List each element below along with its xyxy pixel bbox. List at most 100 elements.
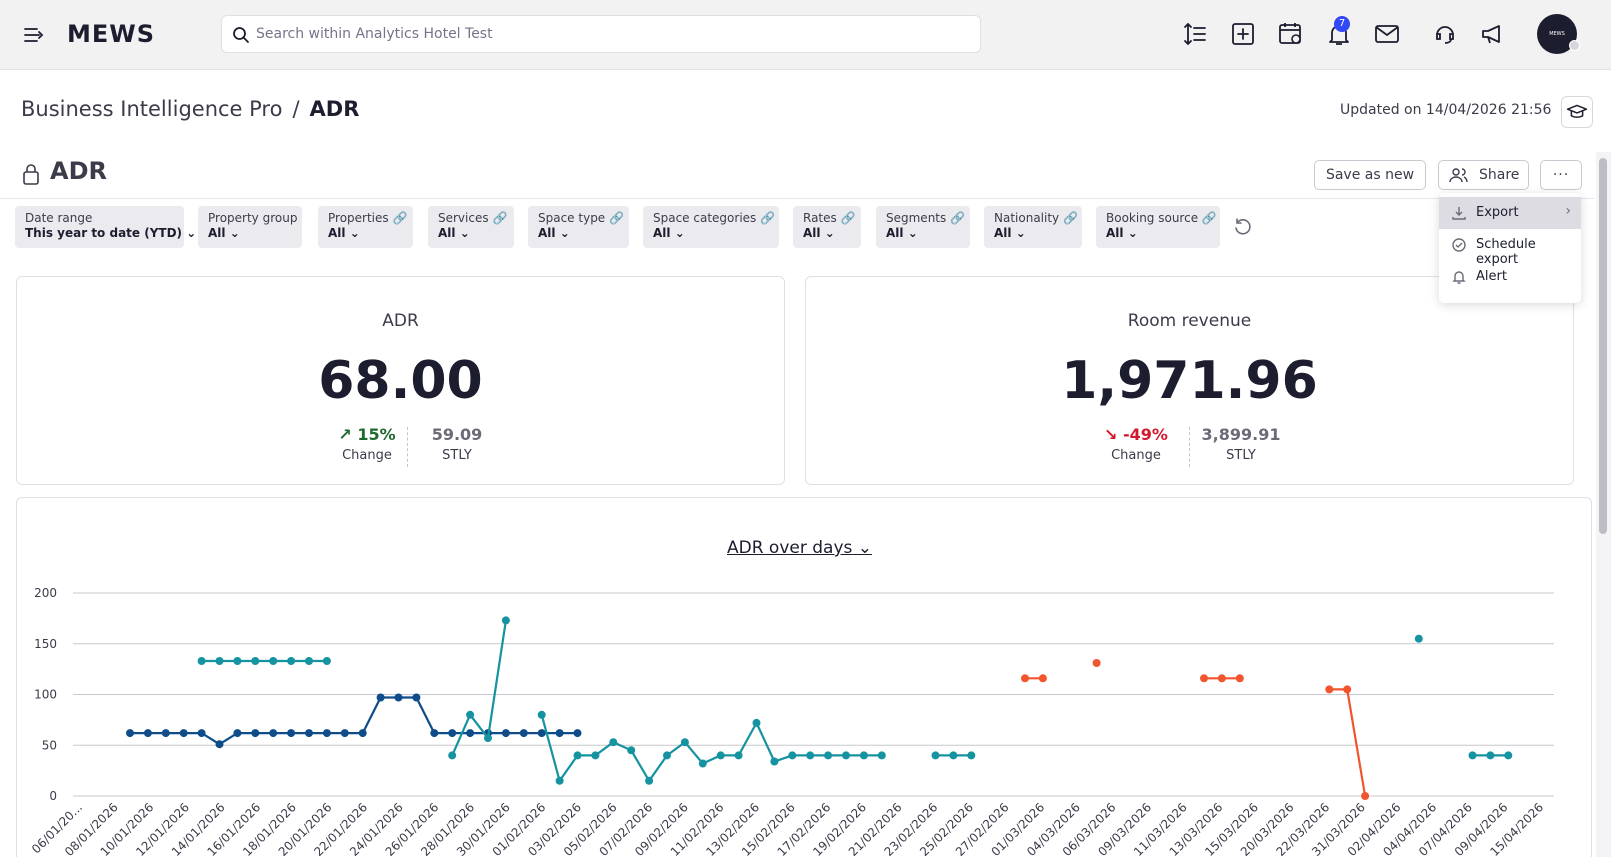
chevron-down-icon: ⌄ [559,226,570,240]
data-point [537,710,546,719]
y-tick-label: 0 [49,789,57,803]
data-point [305,729,313,738]
series-line [130,696,578,746]
kpi-divider [1189,427,1190,467]
data-point [573,729,582,738]
reset-filters-icon[interactable] [1233,217,1253,237]
data-point [143,729,152,738]
data-point [358,729,367,738]
filter-value: All [438,226,456,240]
data-point [1486,751,1495,760]
add-icon[interactable] [1229,20,1257,48]
support-icon[interactable] [1431,20,1459,48]
data-point [448,751,457,760]
data-point [537,729,546,738]
filter-label: Rates [803,211,837,225]
link-icon: 🔗 [1062,211,1078,225]
y-tick-label: 200 [34,586,57,600]
menu-icon[interactable] [22,24,44,46]
breadcrumb-separator: / [292,97,300,121]
data-point [663,751,671,760]
data-point [305,657,313,665]
updated-timestamp: Updated on 14/04/2026 21:56 [1340,102,1552,118]
data-point [931,751,940,760]
filter-space-type[interactable]: Space type 🔗 All ⌄ [528,206,629,248]
data-point [1343,685,1352,694]
line-spacing-icon[interactable] [1181,20,1209,48]
data-point [376,693,385,702]
series-line [1329,688,1367,797]
data-point [1038,674,1047,683]
top-bar: MEWS 7 MEWS [0,0,1611,70]
link-icon: 🔗 [392,211,408,225]
filter-label: Date range [25,211,93,225]
mail-icon[interactable] [1373,20,1401,48]
series-line [540,714,882,784]
kpi-card-room-revenue: Room revenue 1,971.96 ↘ -49% Change 3,89… [805,276,1574,485]
menu-item-export[interactable]: Export › [1439,197,1581,229]
menu-item-schedule-export[interactable]: Schedule export [1439,229,1581,267]
data-point [448,729,457,738]
more-options-button[interactable]: ··· [1540,160,1582,190]
data-point [770,757,779,766]
data-point [430,729,439,738]
search-icon [233,27,249,43]
chevron-right-icon: › [1565,203,1571,219]
chevron-down-icon: ⌄ [459,226,470,240]
announcement-icon[interactable] [1479,20,1507,48]
filter-booking-source[interactable]: Booking source 🔗 All ⌄ [1096,206,1220,248]
chart-title-selector[interactable]: ADR over days ⌄ [727,538,872,558]
kpi-stly-value: 59.09 [431,425,483,444]
link-icon: 🔗 [840,211,856,225]
search-input[interactable] [256,16,956,52]
kpi-value: 68.00 [318,351,483,411]
data-point [1361,792,1370,800]
data-point [161,729,170,738]
data-point [251,657,260,665]
filter-value: All [328,226,346,240]
menu-item-label: Export [1476,205,1519,220]
lock-icon [23,164,39,185]
chevron-down-icon: ⌄ [824,226,835,240]
data-point [466,710,475,719]
breadcrumb-root[interactable]: Business Intelligence Pro [21,97,283,121]
more-options-menu: Export › Schedule export Alert [1439,193,1581,303]
y-tick-label: 50 [42,738,57,752]
data-point [233,729,242,738]
filter-nationality[interactable]: Nationality 🔗 All ⌄ [984,206,1082,248]
header-divider [0,198,1594,199]
filter-space-categories[interactable]: Space categories 🔗 All ⌄ [643,206,779,248]
data-point [859,751,868,760]
kpi-change: ↗ 15% Change [327,425,407,463]
data-point [251,729,260,738]
filter-label: Space categories [653,211,757,225]
data-point [287,657,296,665]
filter-label: Booking source [1106,211,1199,225]
menu-item-alert[interactable]: Alert [1439,261,1581,293]
avatar-status-icon [1569,40,1580,51]
data-point [519,729,528,738]
filter-services[interactable]: Services 🔗 All ⌄ [428,206,514,248]
link-icon: 🔗 [609,211,624,225]
users-icon [1449,168,1468,183]
calendar-view-icon[interactable] [1277,20,1305,48]
mews-logo[interactable]: MEWS [67,20,156,48]
share-button[interactable]: Share [1438,160,1529,190]
global-search[interactable] [221,15,981,53]
scrollbar-thumb[interactable] [1599,158,1607,534]
filter-property-group[interactable]: Property group All ⌄ [198,206,302,248]
data-point [466,729,475,738]
link-icon: 🔗 [760,211,776,225]
filter-value: All [653,226,671,240]
filter-rates[interactable]: Rates 🔗 All ⌄ [793,206,861,248]
data-point [215,740,224,749]
save-as-new-button[interactable]: Save as new [1314,160,1426,190]
filter-segments[interactable]: Segments 🔗 All ⌄ [876,206,970,248]
chevron-down-icon: ⌄ [907,226,918,240]
academy-button[interactable] [1561,96,1593,128]
filter-value: All [208,226,226,240]
y-tick-label: 150 [34,637,57,651]
data-point [197,729,206,738]
filter-date-range[interactable]: Date range This year to date (YTD) ⌄ [15,206,196,248]
filter-properties[interactable]: Properties 🔗 All ⌄ [318,206,413,248]
